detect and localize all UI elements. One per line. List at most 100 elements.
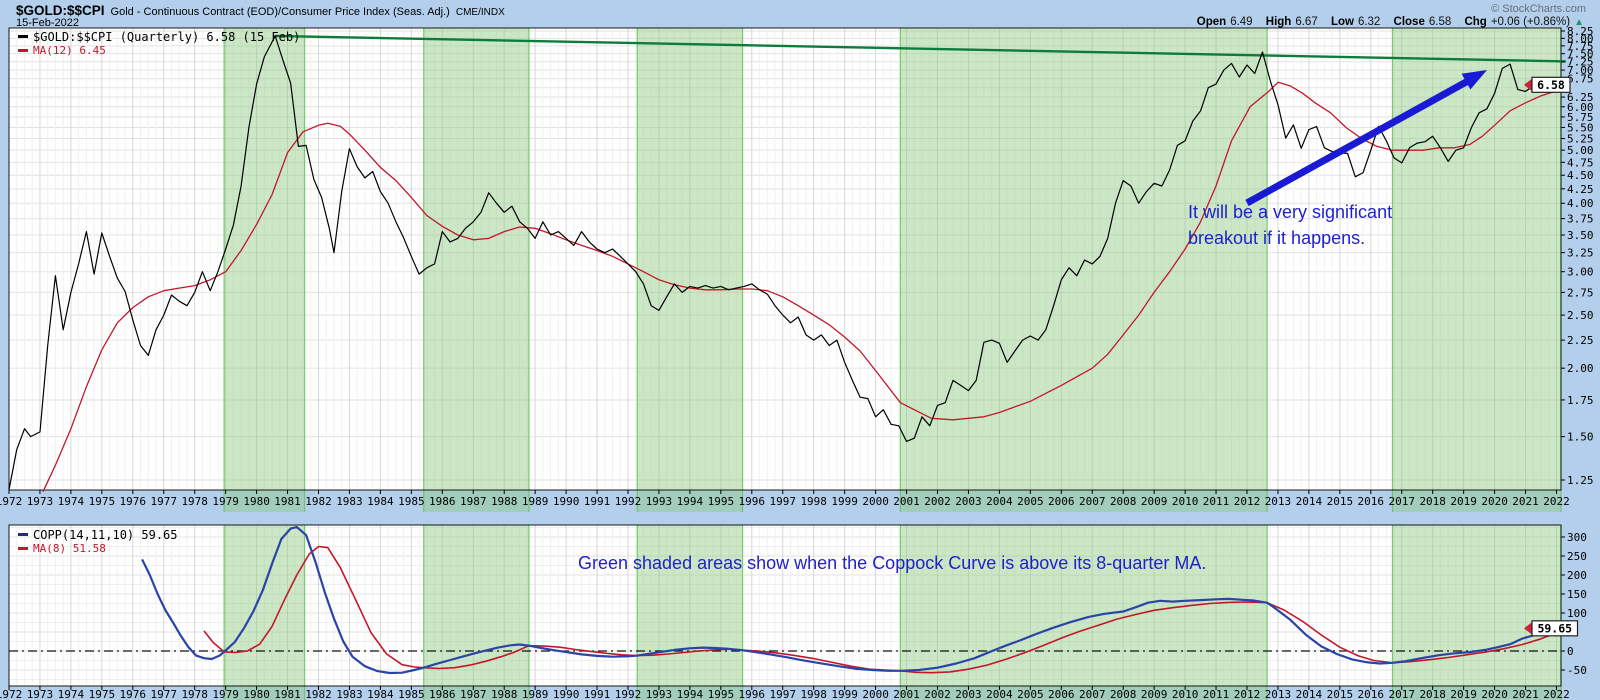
main-panel-legend: $GOLD:$$CPI (Quarterly) 6.58 (15 Feb) MA… — [18, 30, 300, 58]
x-axis-year-label: 1976 — [120, 688, 147, 700]
main-y-axis-label: 4.25 — [1567, 183, 1594, 196]
x-axis-year-label: 2019 — [1450, 495, 1477, 508]
x-axis-year-label: 1983 — [336, 688, 363, 700]
x-axis-year-label: 1991 — [584, 495, 611, 508]
lower-y-axis-label: 0 — [1567, 645, 1574, 658]
coppock-legend-label: COPP(14,11,10) 59.65 — [33, 528, 178, 542]
x-axis-year-label: 1990 — [553, 688, 580, 700]
x-axis-year-label: 1996 — [739, 495, 766, 508]
ohlc-readout: Open 6.49 High 6.67 Low 6.32 Close 6.58 Chg +… — [1187, 16, 1584, 28]
lower-y-axis-label: -50 — [1567, 664, 1587, 677]
x-axis-year-label: 1981 — [274, 495, 301, 508]
x-axis-year-label: 2007 — [1079, 688, 1106, 700]
x-axis-year-label: 1993 — [646, 495, 673, 508]
x-axis-year-label: 1998 — [800, 688, 827, 700]
x-axis-year-label: 2003 — [955, 688, 982, 700]
ma-line-swatch-icon — [18, 48, 28, 52]
x-axis-year-label: 1977 — [151, 495, 178, 508]
green-trendline — [275, 34, 1566, 63]
main-y-axis-label: 6.00 — [1567, 101, 1594, 114]
x-axis-year-label: 2020 — [1481, 495, 1508, 508]
x-axis-year-label: 1974 — [58, 688, 85, 700]
low-label: Low — [1330, 16, 1354, 28]
main-y-axis-label: 3.50 — [1567, 229, 1594, 242]
x-axis-year-label: 2011 — [1203, 688, 1230, 700]
main-y-axis-label: 5.00 — [1567, 144, 1594, 157]
main-y-axis-label: 2.50 — [1567, 309, 1594, 322]
main-y-axis-label: 6.75 — [1567, 73, 1594, 86]
chg-value: +0.06 (+0.86%) — [1490, 16, 1571, 28]
x-axis-year-label: 1975 — [89, 495, 116, 508]
breakout-annotation: It will be a very significant breakout i… — [1188, 199, 1392, 251]
ticker-symbol: $GOLD:$$CPI — [16, 3, 105, 18]
x-axis-year-label: 1999 — [831, 688, 858, 700]
ma12-line — [42, 81, 1561, 492]
price-legend-label: $GOLD:$$CPI (Quarterly) 6.58 (15 Feb) — [33, 30, 301, 44]
x-axis-year-label: 2014 — [1296, 495, 1323, 508]
main-y-axis-label: 8.25 — [1567, 25, 1594, 38]
x-axis-year-label: 1996 — [739, 688, 766, 700]
x-axis-year-label: 1979 — [212, 495, 239, 508]
chart-header: $GOLD:$$CPI Gold - Continuous Contract (E… — [16, 2, 505, 20]
x-axis-year-label: 2001 — [893, 495, 920, 508]
x-axis-year-label: 1978 — [181, 688, 208, 700]
x-axis-year-label: 2001 — [893, 688, 920, 700]
x-axis-year-label: 2013 — [1265, 688, 1292, 700]
close-value: 6.58 — [1428, 16, 1452, 28]
main-y-axis-label: 8.00 — [1567, 32, 1594, 45]
main-y-axis-label: 3.00 — [1567, 266, 1594, 279]
ma-legend-label: MA(12) 6.45 — [33, 44, 106, 57]
x-axis-year-label: 1998 — [800, 495, 827, 508]
chart-date: 15-Feb-2022 — [16, 17, 79, 29]
main-y-axis-label: 7.25 — [1567, 56, 1594, 69]
axis-labels: 8.258.007.757.507.257.006.75 6.256.005.75… — [0, 25, 1594, 700]
x-axis-year-label: 2020 — [1481, 688, 1508, 700]
x-axis-year-label: 2016 — [1358, 495, 1385, 508]
x-axis-year-label: 2002 — [924, 688, 951, 700]
x-axis-year-label: 1972 — [0, 495, 22, 508]
x-axis-year-label: 1978 — [181, 495, 208, 508]
x-axis-year-label: 2022 — [1543, 688, 1570, 700]
x-axis-year-label: 2003 — [955, 495, 982, 508]
lower-y-axis-label: 150 — [1567, 588, 1587, 601]
main-y-axis-label: 4.50 — [1567, 169, 1594, 182]
x-axis-year-label: 1988 — [491, 688, 518, 700]
coppock-ma-swatch-icon — [18, 546, 28, 550]
x-axis-year-label: 1985 — [398, 688, 425, 700]
x-axis-year-label: 2004 — [986, 688, 1013, 700]
x-axis-year-label: 1988 — [491, 495, 518, 508]
coppock-legend-row: COPP(14,11,10) 59.65 — [18, 528, 178, 542]
x-axis-year-label: 2000 — [862, 688, 889, 700]
x-axis-year-label: 2013 — [1265, 495, 1292, 508]
x-axis-year-label: 2017 — [1389, 688, 1416, 700]
close-label: Close — [1393, 16, 1425, 28]
x-axis-year-label: 1990 — [553, 495, 580, 508]
x-axis-year-label: 2009 — [1141, 688, 1168, 700]
lower-y-axis-label: 250 — [1567, 550, 1587, 563]
lower-y-axis-label: 200 — [1567, 569, 1587, 582]
lower-y-axis-label: 300 — [1567, 531, 1587, 544]
breakout-annotation-line2: breakout if it happens. — [1188, 228, 1366, 248]
green-shaded-bands — [223, 28, 1562, 700]
x-axis-year-label: 1975 — [89, 688, 116, 700]
coppock-ma-legend-row: MA(8) 51.58 — [18, 542, 178, 556]
x-axis-year-label: 1993 — [646, 688, 673, 700]
x-axis-year-label: 2004 — [986, 495, 1013, 508]
x-axis-year-label: 2014 — [1296, 688, 1323, 700]
high-value: 6.67 — [1295, 16, 1318, 28]
x-axis-year-label: 2012 — [1234, 688, 1261, 700]
main-y-axis-label: 5.75 — [1567, 111, 1594, 124]
x-axis-year-label: 1991 — [584, 688, 611, 700]
low-value: 6.32 — [1357, 16, 1381, 28]
x-axis-year-label: 2017 — [1389, 495, 1416, 508]
x-axis-year-label: 2015 — [1327, 688, 1354, 700]
x-axis-year-label: 2007 — [1079, 495, 1106, 508]
coppock-line — [141, 525, 1561, 675]
main-y-axis-label: 2.75 — [1567, 286, 1594, 299]
x-axis-year-label: 2011 — [1203, 495, 1230, 508]
main-y-axis-label: 6.25 — [1567, 91, 1594, 104]
x-axis-year-label: 2018 — [1419, 688, 1446, 700]
x-axis-year-label: 1983 — [336, 495, 363, 508]
